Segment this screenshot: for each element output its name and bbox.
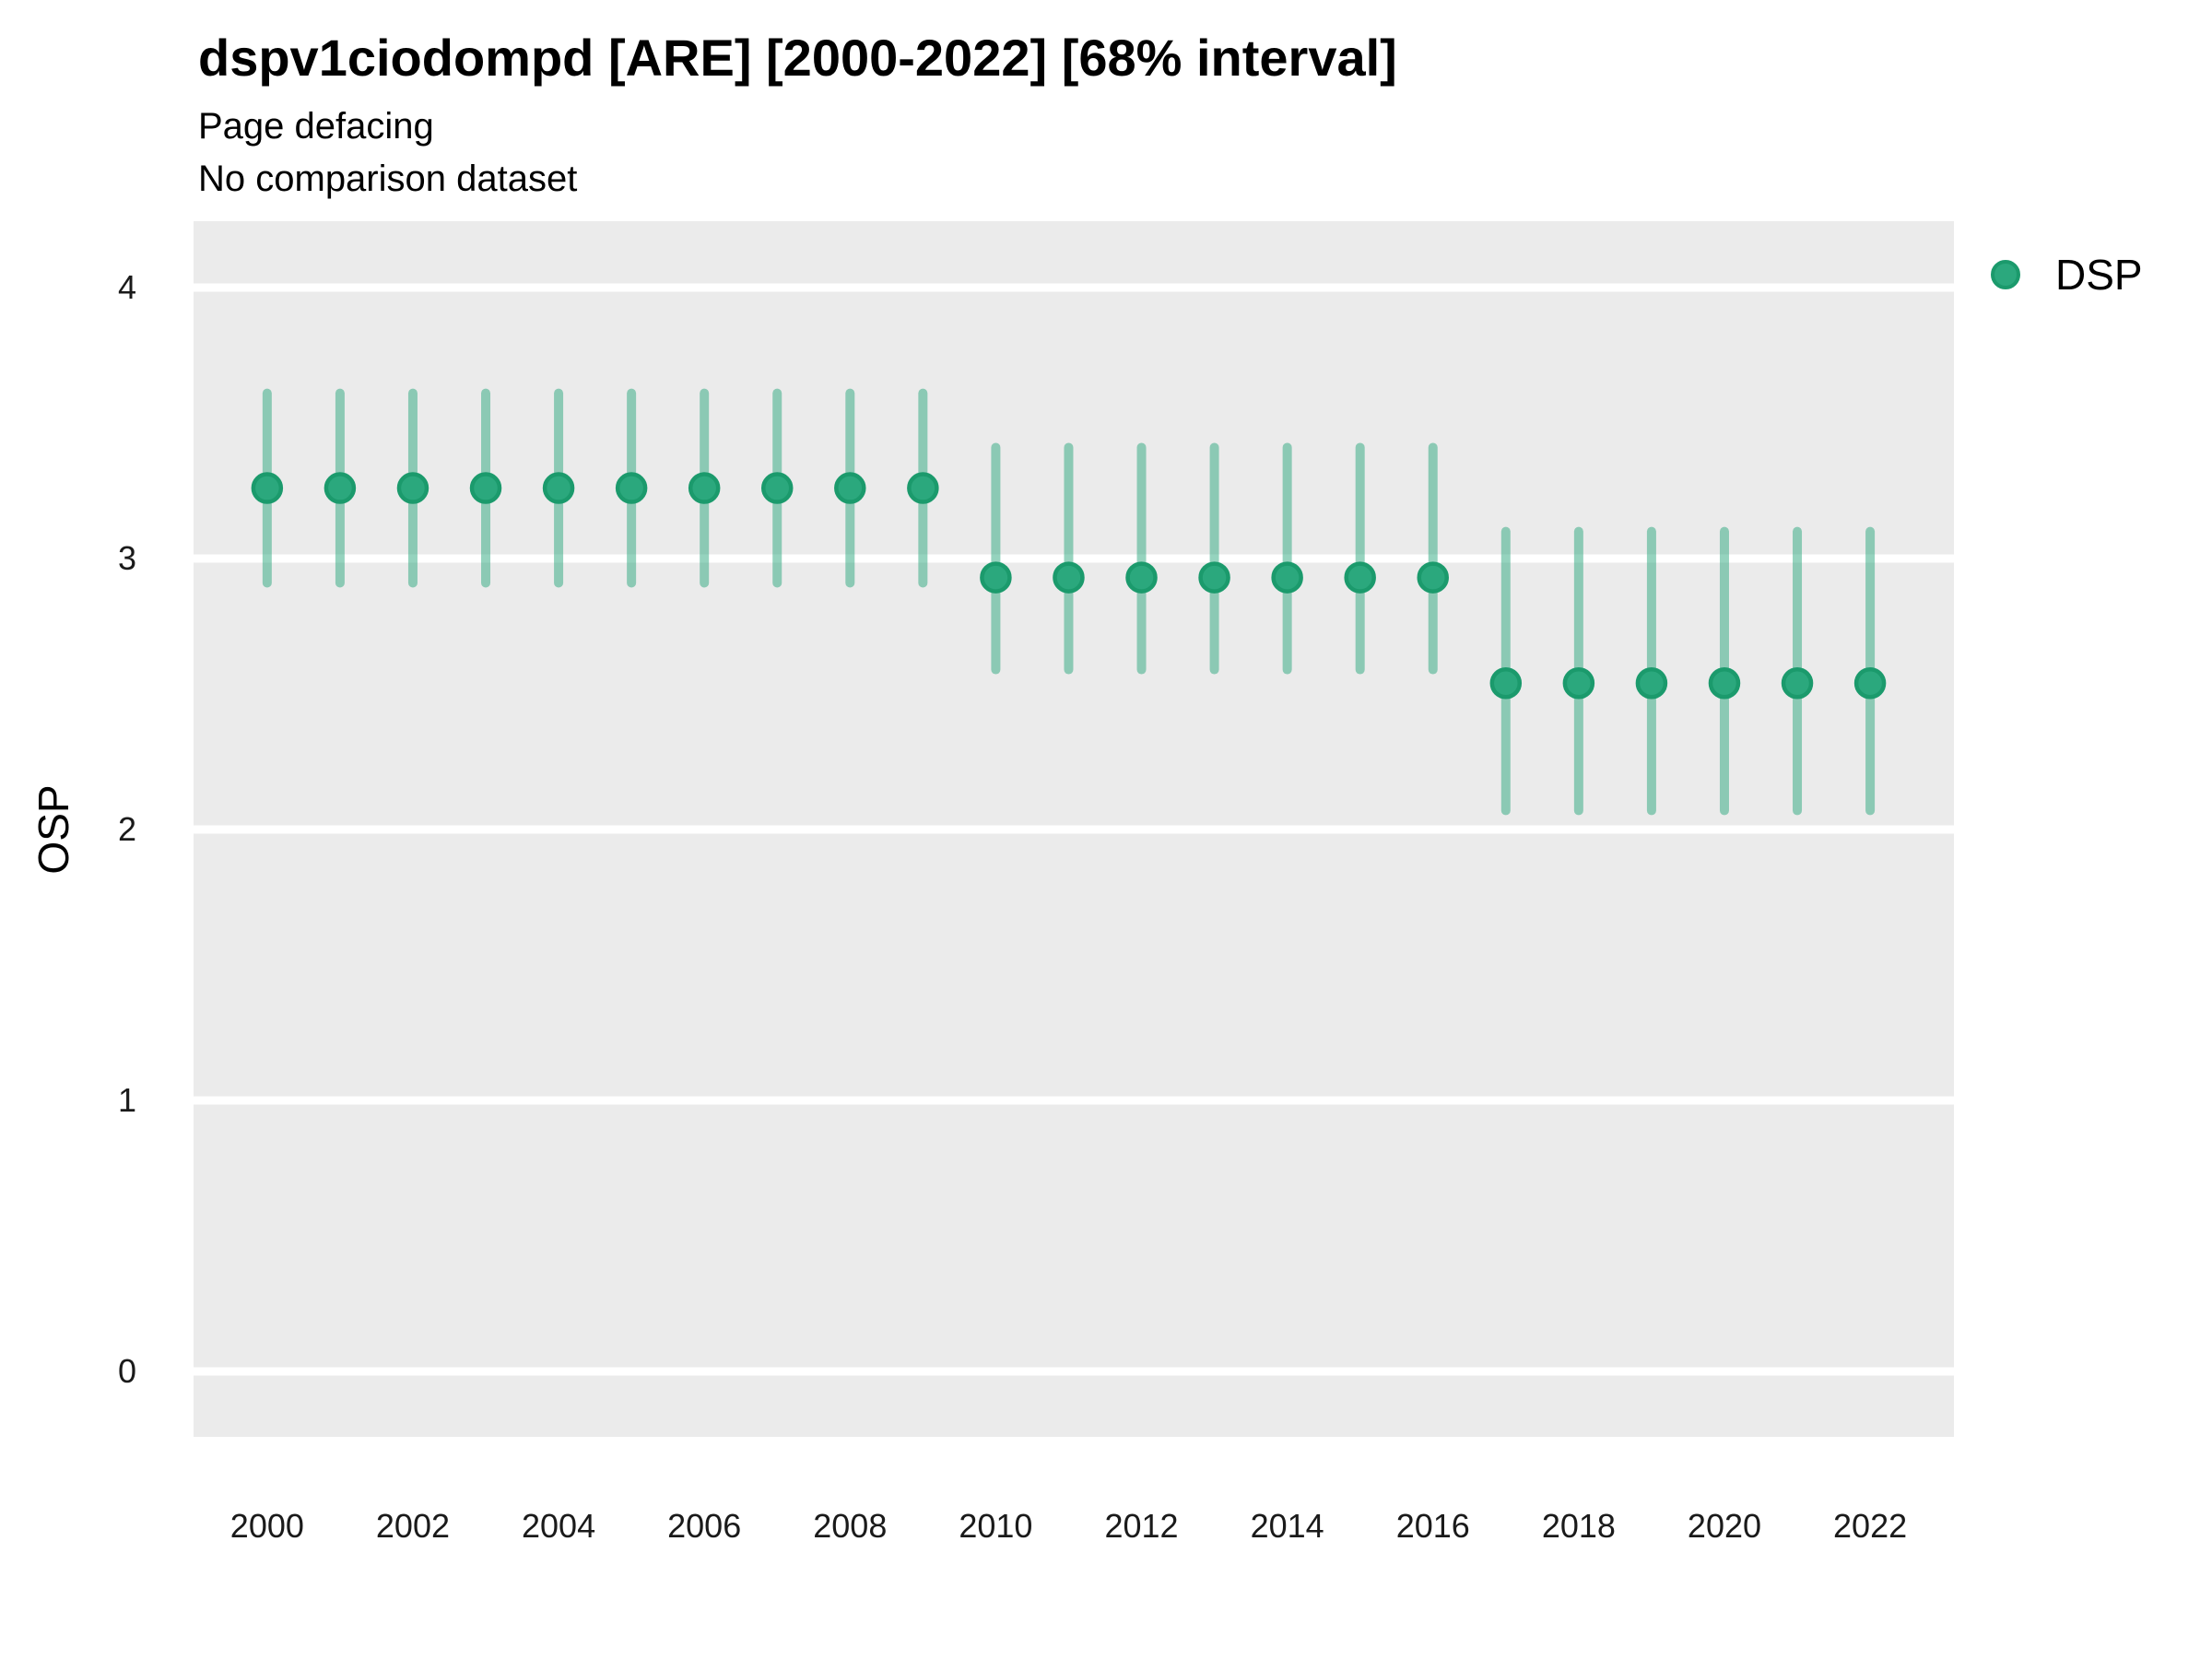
x-tick-2000: 2000 [229,1507,304,1545]
x-tick-2008: 2008 [813,1507,888,1545]
y-tick-1: 1 [117,1080,136,1119]
point-2016 [1417,561,1449,594]
x-tick-2010: 2010 [959,1507,1033,1545]
point-2019 [1635,666,1668,700]
legend-label: DSP [2055,251,2143,299]
y-tick-0: 0 [117,1351,136,1390]
point-2013 [1198,561,1230,594]
point-2008 [834,472,866,504]
point-2009 [907,472,939,504]
point-2021 [1781,666,1814,700]
x-tick-2006: 2006 [667,1507,742,1545]
chart-note: No comparison dataset [198,159,578,199]
point-2011 [1053,561,1085,594]
plot-area [194,283,1954,1376]
point-2004 [542,472,575,504]
x-tick-2020: 2020 [1687,1507,1762,1545]
point-2022 [1853,666,1887,700]
point-2012 [1125,561,1158,594]
x-tick-2018: 2018 [1541,1507,1616,1545]
x-tick-2004: 2004 [522,1507,596,1545]
point-2020 [1708,666,1741,700]
y-tick-2: 2 [117,809,136,848]
x-tick-2012: 2012 [1104,1507,1179,1545]
chart-title: dspv1ciodompd [ARE] [2000-2022] [68% int… [198,29,1397,87]
legend: DSP [1991,251,2143,299]
point-2017 [1489,666,1523,700]
point-2003 [469,472,502,504]
plot-panel [194,221,1954,1437]
point-2015 [1344,561,1376,594]
point-2002 [396,472,429,504]
x-tick-2022: 2022 [1833,1507,1908,1545]
y-tick-4: 4 [117,268,136,306]
point-2018 [1562,666,1595,700]
point-2010 [980,561,1012,594]
x-tick-2014: 2014 [1250,1507,1324,1545]
point-2006 [688,472,721,504]
point-2014 [1271,561,1303,594]
legend-point-icon [1991,260,2020,289]
y-tick-3: 3 [117,539,136,577]
x-tick-2002: 2002 [375,1507,450,1545]
point-2005 [615,472,648,504]
chart-subtitle: Page defacing [198,106,434,147]
x-tick-2016: 2016 [1395,1507,1470,1545]
point-2001 [324,472,357,504]
point-2007 [760,472,794,504]
point-2000 [251,472,284,504]
